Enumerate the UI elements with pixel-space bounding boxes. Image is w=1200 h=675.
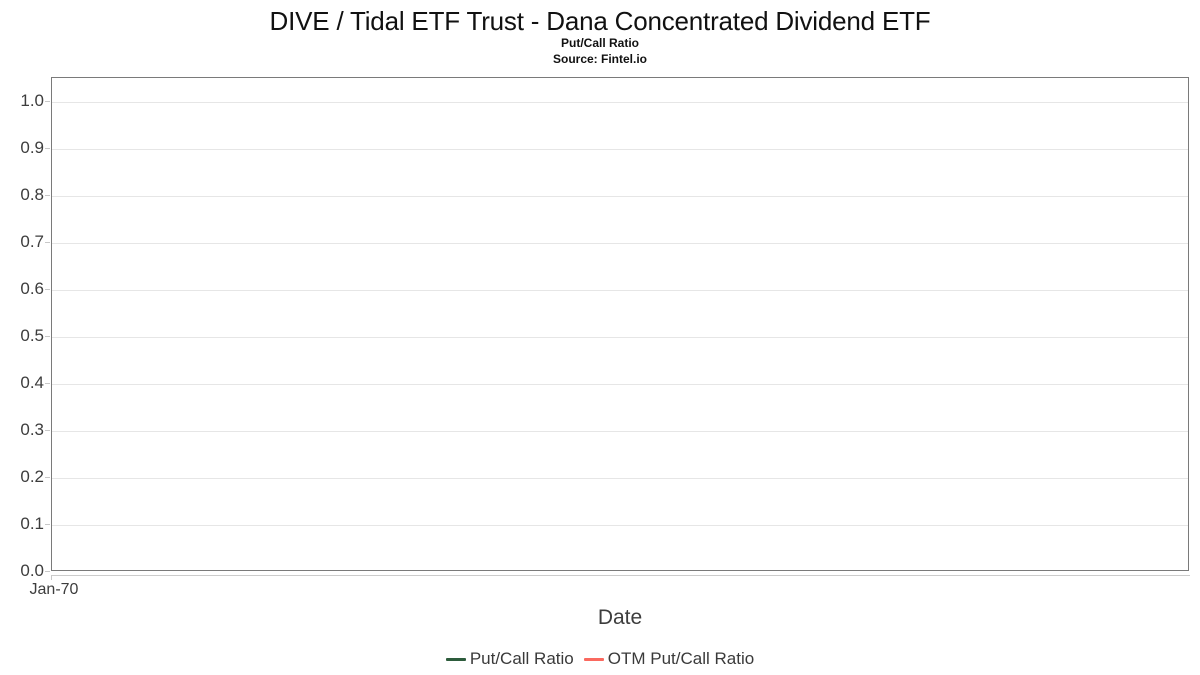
y-axis-tick bbox=[45, 430, 50, 431]
y-axis-tick-label: 1.0 bbox=[20, 91, 44, 110]
gridline bbox=[52, 478, 1188, 479]
y-axis-tick bbox=[45, 383, 50, 384]
legend: Put/Call Ratio OTM Put/Call Ratio bbox=[0, 646, 1200, 672]
y-axis-tick-label: 0.0 bbox=[20, 561, 44, 580]
legend-label: Put/Call Ratio bbox=[469, 649, 574, 668]
legend-item-put-call-ratio[interactable]: Put/Call Ratio bbox=[445, 649, 574, 669]
x-axis-line bbox=[51, 575, 1190, 576]
y-axis-tick-label: 0.2 bbox=[20, 467, 44, 486]
y-axis-tick-label: 0.8 bbox=[20, 185, 44, 204]
y-axis-tick bbox=[45, 148, 50, 149]
y-axis-tick-label: 0.1 bbox=[20, 514, 44, 533]
y-axis-tick-label: 0.3 bbox=[20, 420, 44, 439]
gridline bbox=[52, 431, 1188, 432]
y-axis-tick bbox=[45, 195, 50, 196]
y-axis-tick bbox=[45, 101, 50, 102]
y-axis-tick-label: 0.5 bbox=[20, 326, 44, 345]
chart-title: DIVE / Tidal ETF Trust - Dana Concentrat… bbox=[269, 6, 931, 36]
legend-label: OTM Put/Call Ratio bbox=[607, 649, 755, 668]
legend-item-otm-put-call-ratio[interactable]: OTM Put/Call Ratio bbox=[583, 649, 755, 669]
y-axis-tick-label: 0.4 bbox=[20, 373, 44, 392]
gridline bbox=[52, 149, 1188, 150]
gridline bbox=[52, 243, 1188, 244]
legend-line-swatch bbox=[583, 657, 604, 661]
y-axis-tick-label: 0.9 bbox=[20, 138, 44, 157]
y-axis-tick-label: 0.7 bbox=[20, 232, 44, 251]
plot-area bbox=[51, 77, 1189, 571]
gridline bbox=[52, 196, 1188, 197]
x-axis-title: Date bbox=[597, 606, 643, 629]
chart-subtitle: Put/Call Ratio bbox=[560, 36, 639, 50]
gridline bbox=[52, 525, 1188, 526]
legend-line-swatch bbox=[445, 657, 466, 661]
y-axis-tick bbox=[45, 242, 50, 243]
y-axis-tick bbox=[45, 336, 50, 337]
y-axis-tick-label: 0.6 bbox=[20, 279, 44, 298]
gridline bbox=[52, 102, 1188, 103]
y-axis-tick bbox=[45, 524, 50, 525]
y-axis-tick bbox=[45, 571, 50, 572]
gridline bbox=[52, 290, 1188, 291]
chart-source-label: Source: Fintel.io bbox=[552, 52, 647, 66]
x-axis-tick bbox=[51, 575, 52, 580]
gridline bbox=[52, 337, 1188, 338]
y-axis-tick bbox=[45, 477, 50, 478]
x-axis-tick-label: Jan-70 bbox=[29, 581, 79, 598]
y-axis-tick bbox=[45, 289, 50, 290]
gridline bbox=[52, 384, 1188, 385]
